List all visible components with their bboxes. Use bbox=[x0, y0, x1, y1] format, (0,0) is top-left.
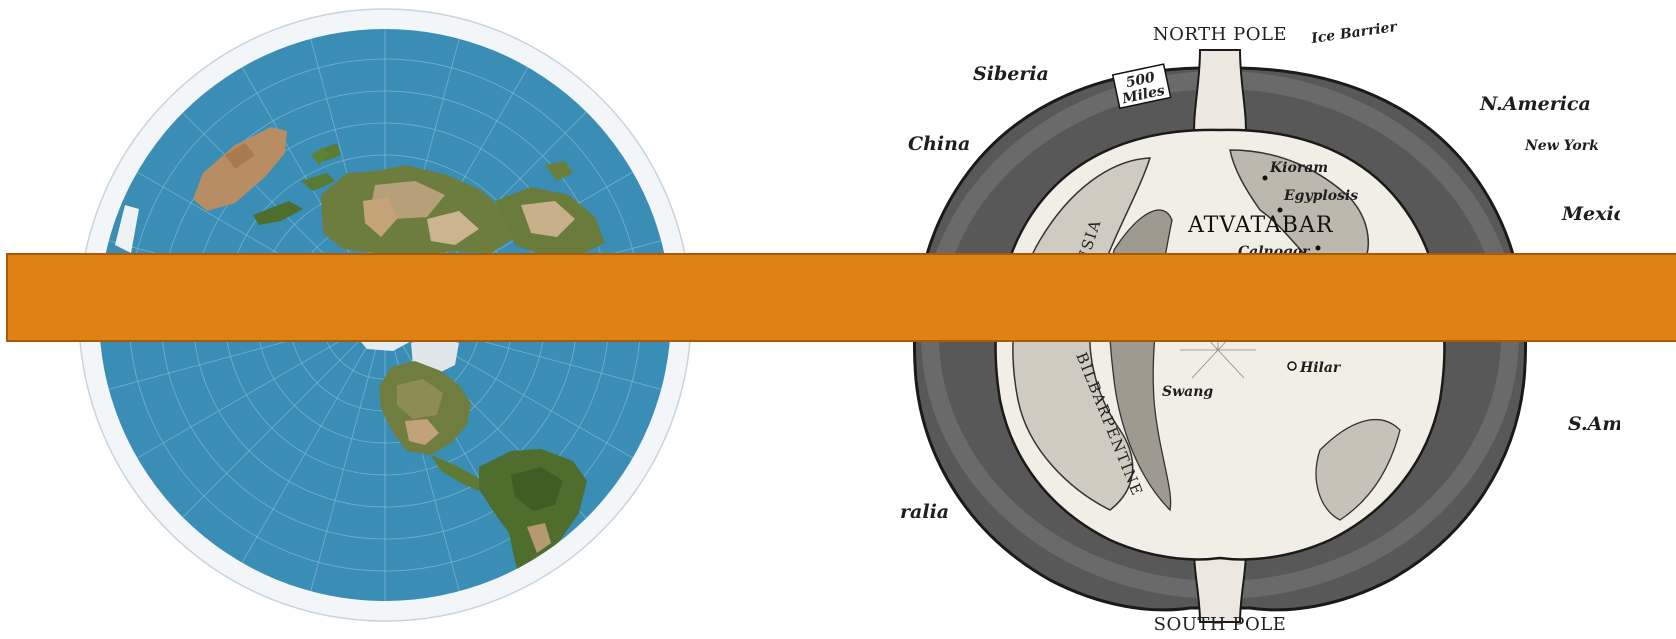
mexico-label: Mexico bbox=[1561, 203, 1620, 225]
continents bbox=[115, 127, 671, 601]
svg-text:500: 500 bbox=[1124, 69, 1156, 91]
south-pole-label: SOUTH POLE bbox=[1154, 614, 1287, 635]
egyplosis-marker bbox=[1277, 207, 1283, 213]
china-label: China bbox=[908, 133, 970, 155]
kioram-label: Kioram bbox=[1269, 160, 1328, 176]
calnogor-marker bbox=[1315, 245, 1321, 251]
atvatabar-label: ATVATABAR bbox=[1187, 213, 1334, 238]
opening-label: 500 Miles bbox=[1111, 63, 1172, 110]
swang-label: Swang bbox=[1162, 384, 1213, 400]
australia-label: Australia bbox=[900, 501, 949, 523]
siberia-label: Siberia bbox=[973, 63, 1049, 85]
new-york-label: New York bbox=[1524, 138, 1599, 154]
n-america-label: N.America bbox=[1479, 93, 1591, 115]
ice-barrier-label: Ice Barrier bbox=[1309, 19, 1399, 47]
hilar-marker bbox=[1287, 361, 1297, 371]
s-america-label: S.America bbox=[1568, 413, 1620, 435]
north-pole-label: NORTH POLE bbox=[1153, 24, 1287, 45]
egyplosis-label: Egyplosis bbox=[1283, 188, 1358, 204]
orange-banner-bar bbox=[6, 253, 1676, 342]
hilar-label: Hilar bbox=[1299, 360, 1342, 376]
kioram-marker bbox=[1262, 175, 1268, 181]
